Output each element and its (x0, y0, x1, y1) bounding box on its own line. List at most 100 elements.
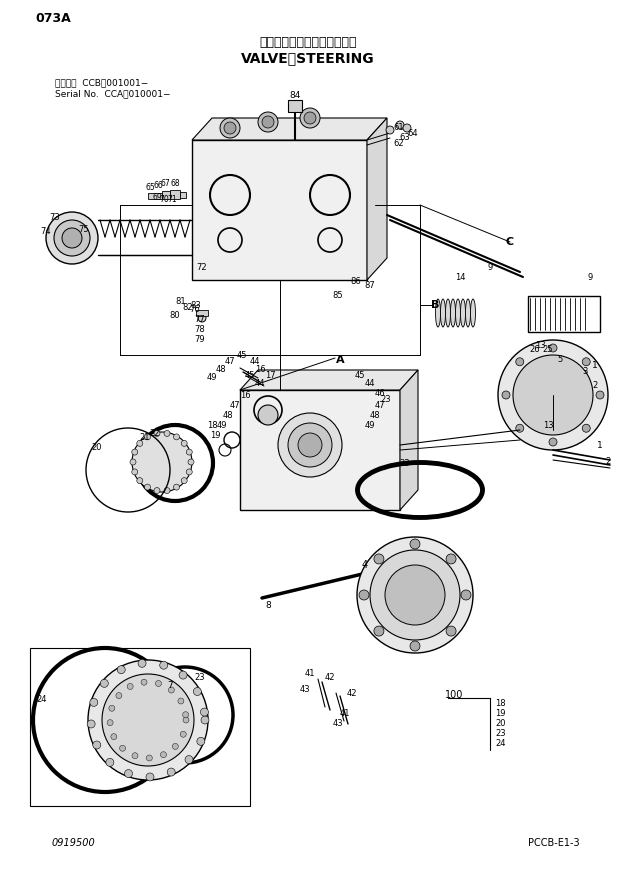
Text: 41: 41 (305, 670, 315, 678)
Circle shape (154, 487, 160, 493)
Text: 20: 20 (92, 443, 102, 452)
Circle shape (116, 692, 122, 698)
Circle shape (385, 565, 445, 625)
Circle shape (87, 720, 95, 728)
Circle shape (100, 679, 108, 687)
Text: PCCB-E1-3: PCCB-E1-3 (528, 838, 580, 848)
Text: 63: 63 (399, 134, 410, 142)
Text: 26: 26 (529, 346, 540, 354)
Text: 16: 16 (255, 366, 265, 375)
Ellipse shape (471, 299, 476, 327)
Text: 9: 9 (587, 273, 593, 283)
Text: 74: 74 (41, 226, 51, 236)
Circle shape (582, 424, 590, 432)
Text: 80: 80 (170, 311, 180, 320)
Text: 19: 19 (495, 709, 505, 718)
Circle shape (109, 705, 115, 711)
Circle shape (62, 228, 82, 248)
Text: Serial No.  CCA：010001−: Serial No. CCA：010001− (55, 90, 171, 99)
Bar (148, 193, 162, 199)
Circle shape (410, 539, 420, 549)
Circle shape (513, 355, 593, 435)
Circle shape (132, 753, 138, 759)
Text: 48: 48 (370, 411, 380, 421)
Circle shape (130, 459, 136, 465)
Circle shape (396, 121, 404, 129)
Text: 65: 65 (145, 182, 155, 191)
Circle shape (137, 478, 143, 484)
Ellipse shape (435, 299, 440, 327)
Circle shape (179, 671, 187, 679)
Circle shape (181, 440, 187, 446)
Circle shape (183, 717, 189, 723)
Text: 62: 62 (393, 139, 404, 148)
Circle shape (262, 116, 274, 128)
Text: 23: 23 (381, 395, 391, 404)
Text: 81: 81 (175, 298, 187, 306)
Circle shape (107, 719, 113, 725)
Circle shape (180, 732, 186, 737)
Circle shape (298, 433, 322, 457)
Circle shape (172, 744, 179, 749)
Ellipse shape (456, 299, 461, 327)
Circle shape (200, 708, 208, 716)
Text: 9: 9 (487, 264, 493, 272)
Circle shape (125, 770, 133, 778)
Text: 4: 4 (362, 560, 368, 570)
Text: A: A (335, 355, 344, 365)
Circle shape (498, 340, 608, 450)
Circle shape (178, 698, 184, 704)
Circle shape (156, 680, 161, 686)
Circle shape (144, 434, 151, 440)
Circle shape (516, 358, 524, 366)
Text: 23: 23 (495, 728, 506, 738)
Text: 14: 14 (454, 273, 465, 283)
Circle shape (46, 212, 98, 264)
Circle shape (164, 487, 170, 493)
Bar (162, 191, 170, 199)
Circle shape (141, 679, 147, 685)
Ellipse shape (440, 299, 446, 327)
Polygon shape (367, 118, 387, 280)
Circle shape (304, 112, 316, 124)
Text: 83: 83 (190, 301, 202, 311)
Text: 7: 7 (167, 680, 173, 690)
Text: 13: 13 (534, 340, 546, 349)
Circle shape (198, 314, 206, 322)
Circle shape (461, 590, 471, 600)
Bar (192, 140, 367, 280)
Circle shape (201, 716, 209, 724)
Text: 47: 47 (374, 401, 385, 409)
Text: 66: 66 (153, 181, 163, 189)
Text: 71: 71 (167, 195, 177, 203)
Text: 84: 84 (290, 92, 301, 100)
Text: 23: 23 (400, 458, 410, 468)
Text: C: C (506, 237, 514, 247)
Text: 49: 49 (206, 374, 217, 382)
Circle shape (120, 746, 126, 752)
Text: 64: 64 (407, 129, 418, 139)
Circle shape (164, 430, 170, 436)
Circle shape (374, 626, 384, 636)
Circle shape (174, 485, 180, 490)
Circle shape (193, 688, 202, 696)
Circle shape (117, 666, 125, 674)
Polygon shape (240, 370, 418, 390)
Bar (240, 390, 400, 510)
Circle shape (410, 641, 420, 651)
Circle shape (359, 590, 369, 600)
Text: 42: 42 (347, 690, 357, 698)
Circle shape (446, 554, 456, 564)
Circle shape (197, 738, 205, 746)
Circle shape (138, 659, 146, 667)
Circle shape (258, 405, 278, 425)
Text: 78: 78 (195, 326, 205, 334)
Text: 18: 18 (495, 698, 506, 707)
Circle shape (258, 112, 278, 132)
Text: 82: 82 (183, 303, 193, 312)
Text: 23: 23 (195, 673, 205, 683)
Text: 18: 18 (206, 421, 218, 430)
Text: 22: 22 (150, 429, 160, 437)
Text: 13: 13 (542, 421, 553, 430)
Circle shape (146, 773, 154, 781)
